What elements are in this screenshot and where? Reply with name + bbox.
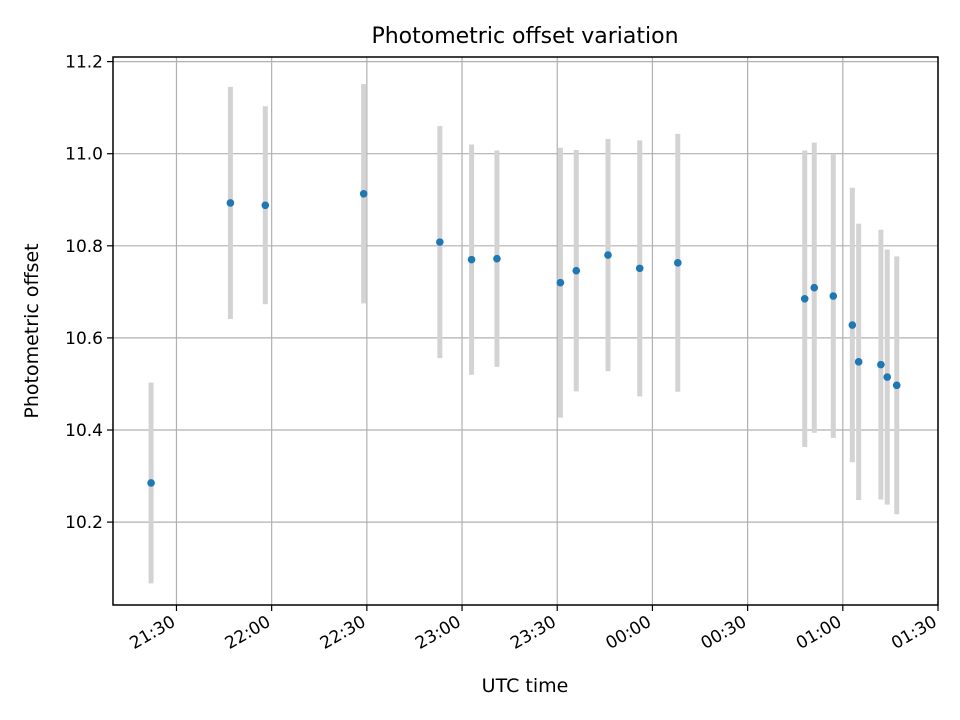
data-point (635, 264, 644, 273)
data-point (493, 254, 501, 263)
data-point (359, 189, 368, 198)
y-axis-label: Photometric offset (21, 243, 43, 418)
data-point (556, 278, 565, 287)
y-axis: 10.2 10.4 10.6 10.8 11.0 11.2 (65, 53, 113, 533)
chart-title: Photometric offset variation (371, 24, 678, 49)
data-point (848, 321, 857, 329)
data-point (829, 292, 838, 300)
plot-area-frame (112, 56, 939, 606)
data-point (572, 266, 581, 275)
data-point (883, 373, 892, 381)
data-point (674, 259, 682, 267)
x-axis-label: UTC time (482, 675, 569, 697)
data-point (436, 238, 444, 246)
y-tick-label: 10.4 (65, 421, 103, 441)
data-point (892, 381, 901, 390)
y-tick-label: 10.8 (65, 237, 103, 257)
data-point (877, 360, 885, 369)
y-tick-label: 11.0 (65, 145, 103, 165)
data-point (800, 294, 809, 303)
data-point (147, 479, 155, 487)
y-tick-label: 11.2 (65, 53, 103, 73)
data-point (854, 358, 863, 366)
data-point (604, 251, 612, 259)
data-point (810, 283, 819, 292)
data-point (261, 201, 270, 210)
y-tick-label: 10.6 (65, 329, 103, 349)
data-point (467, 255, 476, 264)
y-tick-label: 10.2 (65, 513, 103, 533)
data-point (226, 199, 235, 207)
data-points (147, 189, 901, 487)
